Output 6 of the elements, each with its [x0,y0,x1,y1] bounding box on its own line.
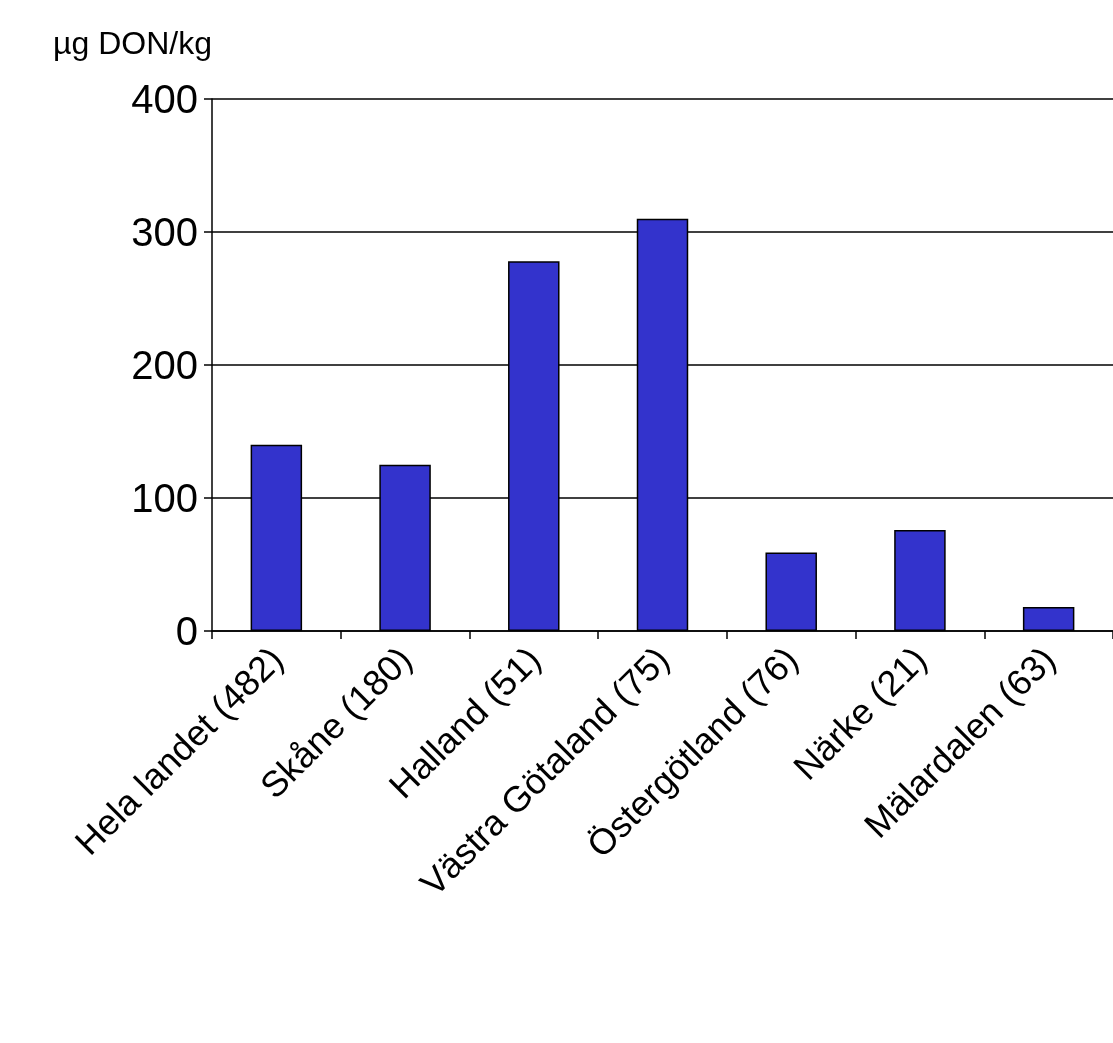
y-tick-label: 200 [131,343,198,387]
y-tick-label: 300 [131,210,198,254]
y-tick-label: 400 [131,77,198,121]
y-tick-label: 100 [131,476,198,520]
y-tick-label: 0 [175,609,198,653]
y-axis-title: µg DON/kg [53,25,212,61]
